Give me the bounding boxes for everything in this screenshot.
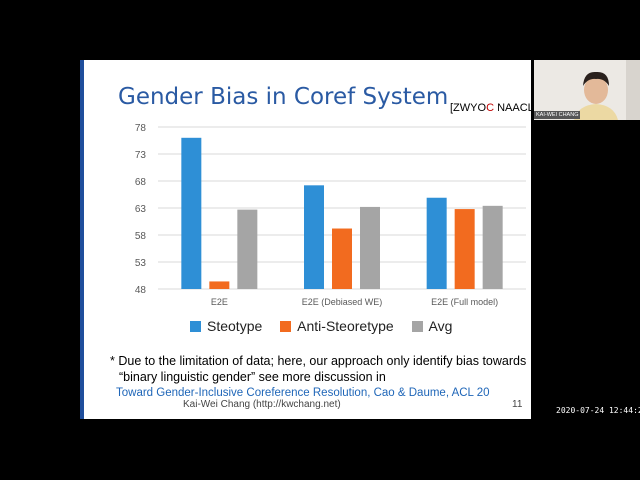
legend-swatch-anti-stereotype xyxy=(280,320,292,332)
legend-label-anti-stereotype: Anti-Steoretype xyxy=(297,318,394,334)
bar-1-1 xyxy=(332,228,352,289)
y-tick-label: 78 xyxy=(135,123,147,134)
speaker-avatar xyxy=(534,60,640,120)
bar-chart: 78 73 68 63 58 53 48 E2E E2E (Debiased WE) E2E (F… xyxy=(135,123,526,307)
citation-suffix: NAACL 2( xyxy=(494,102,547,114)
x-tick-label: E2E xyxy=(211,297,228,307)
y-tick-label: 53 xyxy=(135,258,147,269)
bar-1-2 xyxy=(360,206,380,289)
y-tick-label: 63 xyxy=(135,204,147,215)
presentation-slide: Gender Bias in Coref System [ZWYOC NAACL… xyxy=(80,60,546,419)
legend-label-stereotype: Steotype xyxy=(207,318,263,334)
slide-accent-bar xyxy=(80,60,84,419)
webcam-name-label: KAI-WEI CHANG xyxy=(534,111,581,119)
x-tick-label: E2E (Debiased WE) xyxy=(302,297,383,307)
footnote-reference-link[interactable]: Toward Gender-Inclusive Coreference Reso… xyxy=(116,387,490,399)
y-tick-label: 48 xyxy=(135,285,147,296)
bar-2-0 xyxy=(426,197,447,289)
bar-2-1 xyxy=(454,209,475,289)
slide-page-number: 11 xyxy=(512,399,523,410)
recording-timestamp: 2020-07-24 12:44:26 xyxy=(556,406,640,415)
x-tick-label: E2E (Full model) xyxy=(431,297,498,307)
legend-swatch-avg xyxy=(411,320,423,332)
bar-0-0 xyxy=(181,137,202,289)
legend-label-avg: Avg xyxy=(428,318,453,334)
bar-2-2 xyxy=(482,205,503,289)
bar-0-1 xyxy=(209,281,230,289)
y-tick-label: 73 xyxy=(135,150,147,161)
footnote-line-2: “binary linguistic gender” see more disc… xyxy=(119,370,386,384)
y-tick-label: 58 xyxy=(135,231,147,242)
legend-item-stereotype: Steotype xyxy=(190,318,262,334)
legend-item-anti-stereotype: Anti-Steoretype xyxy=(280,318,394,334)
footnote: * Due to the limitation of data; here, o… xyxy=(110,353,530,385)
y-tick-label: 68 xyxy=(135,177,147,188)
bar-0-2 xyxy=(237,209,258,289)
citation: [ZWYOC NAACL 2( xyxy=(450,102,546,114)
footnote-line-1: * Due to the limitation of data; here, o… xyxy=(110,354,527,368)
bar-1-0 xyxy=(304,185,324,289)
legend-swatch-stereotype xyxy=(190,320,201,332)
legend-item-avg: Avg xyxy=(411,318,453,334)
citation-red-letter: C xyxy=(486,102,495,114)
slide-title: Gender Bias in Coref System xyxy=(118,84,449,110)
citation-prefix: [ZWYO xyxy=(450,102,487,114)
slide-author: Kai-Wei Chang (http://kwchang.net) xyxy=(183,399,341,410)
webcam-video: KAI-WEI CHANG xyxy=(534,60,640,120)
chart-legend: Steotype Anti-Steoretype Avg xyxy=(190,318,466,335)
